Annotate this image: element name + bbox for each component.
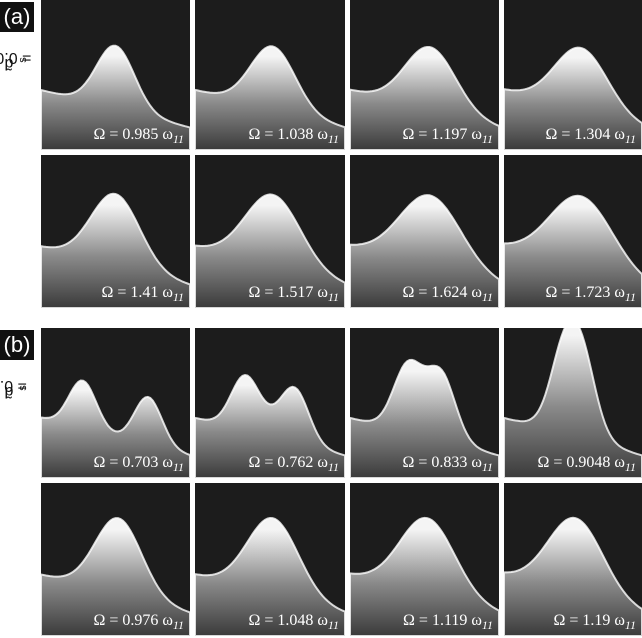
- caption: Ω = 1.19 ω11: [553, 612, 636, 632]
- image: [504, 0, 642, 150]
- caption-sub: 11: [481, 618, 493, 632]
- panel-tag: (b): [0, 330, 34, 360]
- caption: Ω = 1.723 ω11: [545, 284, 636, 304]
- image: [350, 483, 499, 636]
- image: [195, 0, 345, 150]
- image: [195, 483, 345, 636]
- caption: Ω = 1.304 ω11: [545, 126, 636, 146]
- image: [195, 155, 345, 308]
- caption-text: Ω = 0.762 ω: [248, 454, 328, 471]
- image-frame: Ω = 0.985 ω11: [41, 0, 190, 150]
- panel-tag: (a): [0, 2, 34, 32]
- caption-text: Ω = 0.976 ω: [93, 612, 173, 629]
- caption-sub: 11: [481, 132, 493, 146]
- image-frame: Ω = 0.762 ω11: [195, 328, 345, 478]
- caption-text: Ω = 0.9048 ω: [537, 454, 625, 471]
- caption: Ω = 0.703 ω11: [93, 454, 184, 474]
- image: [350, 0, 499, 150]
- parameter-value: = 0.2: [0, 377, 27, 395]
- image-frame: Ω = 0.9048 ω11: [504, 328, 642, 478]
- image-frame: Ω = 0.833 ω11: [350, 328, 499, 478]
- image-frame: Ω = 1.304 ω11: [504, 0, 642, 150]
- caption: Ω = 1.119 ω11: [403, 612, 493, 632]
- caption-sub: 11: [172, 618, 184, 632]
- caption-text: Ω = 1.723 ω: [545, 284, 625, 301]
- image-frame: Ω = 1.119 ω11: [350, 483, 499, 636]
- caption: Ω = 1.41 ω11: [101, 284, 184, 304]
- image-frame: Ω = 1.517 ω11: [195, 155, 345, 308]
- caption: Ω = 1.048 ω11: [248, 612, 339, 632]
- caption-sub: 11: [481, 460, 493, 474]
- image: [504, 483, 642, 636]
- parameter-value: = 0.04: [0, 49, 32, 67]
- image: [41, 0, 190, 150]
- caption-text: Ω = 0.985 ω: [93, 126, 173, 143]
- caption-text: Ω = 1.197 ω: [402, 126, 482, 143]
- caption-sub: 11: [172, 290, 184, 304]
- image-frame: Ω = 1.624 ω11: [350, 155, 499, 308]
- caption-text: Ω = 1.304 ω: [545, 126, 625, 143]
- image: [41, 155, 190, 308]
- parameter-text: d̃s = 0.04: [0, 49, 31, 72]
- image: [504, 328, 642, 478]
- caption: Ω = 0.9048 ω11: [537, 454, 636, 474]
- caption-sub: 11: [481, 290, 493, 304]
- caption: Ω = 1.517 ω11: [248, 284, 339, 304]
- caption-sub: 11: [624, 618, 636, 632]
- caption-text: Ω = 1.119 ω: [403, 612, 482, 629]
- caption-text: Ω = 1.624 ω: [402, 284, 482, 301]
- image: [504, 155, 642, 308]
- caption-sub: 11: [172, 460, 184, 474]
- image-frame: Ω = 1.048 ω11: [195, 483, 345, 636]
- image: [195, 328, 345, 478]
- caption: Ω = 0.976 ω11: [93, 612, 184, 632]
- image: [350, 155, 499, 308]
- caption: Ω = 1.038 ω11: [248, 126, 339, 146]
- image: [41, 483, 190, 636]
- caption-sub: 11: [327, 460, 339, 474]
- image-frame: Ω = 0.703 ω11: [41, 328, 190, 478]
- caption-sub: 11: [172, 132, 184, 146]
- caption-sub: 11: [327, 132, 339, 146]
- caption-text: Ω = 0.703 ω: [93, 454, 173, 471]
- image: [41, 328, 190, 478]
- caption-text: Ω = 1.19 ω: [553, 612, 625, 629]
- image-frame: Ω = 1.038 ω11: [195, 0, 345, 150]
- image-frame: Ω = 1.197 ω11: [350, 0, 499, 150]
- caption-text: Ω = 0.833 ω: [402, 454, 482, 471]
- caption-text: Ω = 1.517 ω: [248, 284, 328, 301]
- caption-sub: 11: [327, 618, 339, 632]
- image: [350, 328, 499, 478]
- image-frame: Ω = 1.41 ω11: [41, 155, 190, 308]
- caption-text: Ω = 1.048 ω: [248, 612, 328, 629]
- caption-sub: 11: [624, 132, 636, 146]
- caption: Ω = 0.833 ω11: [402, 454, 493, 474]
- caption-text: Ω = 1.038 ω: [248, 126, 328, 143]
- parameter-text: d̃s = 0.2: [0, 377, 29, 400]
- caption: Ω = 1.624 ω11: [402, 284, 493, 304]
- caption-text: Ω = 1.41 ω: [101, 284, 173, 301]
- caption: Ω = 1.197 ω11: [402, 126, 493, 146]
- caption: Ω = 0.762 ω11: [248, 454, 339, 474]
- caption-sub: 11: [624, 290, 636, 304]
- caption-sub: 11: [624, 460, 636, 474]
- image-frame: Ω = 1.19 ω11: [504, 483, 642, 636]
- caption-sub: 11: [327, 290, 339, 304]
- image-frame: Ω = 0.976 ω11: [41, 483, 190, 636]
- caption: Ω = 0.985 ω11: [93, 126, 184, 146]
- image-frame: Ω = 1.723 ω11: [504, 155, 642, 308]
